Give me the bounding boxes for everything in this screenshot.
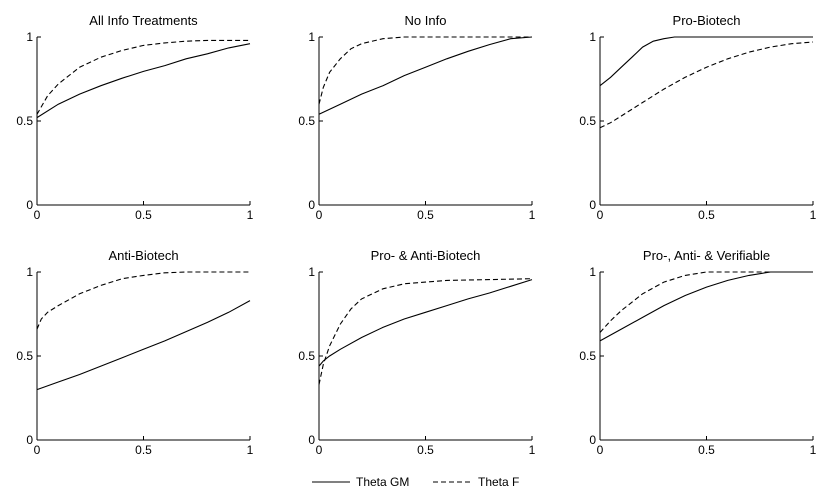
chart-panel-5: Pro- & Anti-Biotech 0 0.5 1 0 0.5 1 — [298, 248, 535, 457]
y-tick-label: 0 — [589, 433, 596, 447]
x-tick-label: 1 — [529, 208, 536, 222]
y-tick-label: 0.5 — [579, 349, 596, 363]
series-line-theta-gm — [599, 36, 813, 87]
series-line-theta-f — [599, 271, 813, 333]
x-tick-label: 0 — [597, 443, 604, 457]
series-line-theta-gm — [599, 271, 813, 342]
y-tick-label: 1 — [589, 265, 596, 279]
y-tick-label: 1 — [26, 30, 33, 44]
y-tick-label: 0.5 — [579, 114, 596, 128]
y-tick-label: 1 — [308, 265, 315, 279]
y-tick-label: 0.5 — [16, 349, 33, 363]
chart-title: Anti-Biotech — [108, 248, 178, 263]
x-tick-label: 1 — [247, 208, 254, 222]
y-tick-label: 0 — [308, 198, 315, 212]
x-tick-label: 0 — [316, 208, 323, 222]
x-tick-label: 0 — [316, 443, 323, 457]
panel-grid: All Info Treatments 0 0.5 1 0 0.5 1 No Info 0 0.5… — [16, 13, 816, 457]
series-line-theta-f — [318, 278, 533, 385]
legend: Theta GM Theta F — [312, 475, 519, 489]
series-line-theta-gm — [36, 43, 251, 119]
series-line-theta-gm — [36, 300, 251, 391]
chart-panel-1: All Info Treatments 0 0.5 1 0 0.5 1 — [16, 13, 253, 222]
series-line-theta-f — [318, 36, 532, 105]
chart-panel-4: Anti-Biotech 0 0.5 1 0 0.5 1 — [16, 248, 253, 457]
legend-label-theta-f: Theta F — [478, 475, 519, 489]
chart-title: Pro-, Anti- & Verifiable — [643, 248, 770, 263]
y-tick-label: 0 — [308, 433, 315, 447]
chart-panel-6: Pro-, Anti- & Verifiable 0 0.5 1 0 0.5 1 — [579, 248, 816, 457]
chart-panel-2: No Info 0 0.5 1 0 0.5 1 — [298, 13, 535, 222]
x-tick-label: 0.5 — [135, 208, 152, 222]
chart-title: Pro- & Anti-Biotech — [371, 248, 481, 263]
y-tick-label: 0 — [589, 198, 596, 212]
y-tick-label: 0 — [26, 198, 33, 212]
x-tick-label: 0 — [34, 208, 41, 222]
series-line-theta-gm — [318, 279, 533, 367]
series-line-theta-f — [36, 39, 250, 115]
series-line-theta-gm — [318, 36, 533, 115]
chart-panel-3: Pro-Biotech 0 0.5 1 0 0.5 1 — [579, 13, 816, 222]
series-line-theta-f — [599, 41, 814, 129]
x-tick-label: 1 — [247, 443, 254, 457]
x-tick-label: 0.5 — [417, 443, 434, 457]
x-tick-label: 0 — [34, 443, 41, 457]
x-tick-label: 1 — [810, 443, 816, 457]
y-tick-label: 0.5 — [298, 114, 315, 128]
x-tick-label: 0.5 — [417, 208, 434, 222]
y-tick-label: 1 — [589, 30, 596, 44]
series-line-theta-f — [36, 271, 250, 330]
legend-label-theta-gm: Theta GM — [356, 475, 409, 489]
y-tick-label: 0.5 — [16, 114, 33, 128]
x-tick-label: 0.5 — [135, 443, 152, 457]
x-tick-label: 0 — [597, 208, 604, 222]
chart-title: Pro-Biotech — [673, 13, 741, 28]
y-tick-label: 1 — [26, 265, 33, 279]
x-tick-label: 1 — [529, 443, 536, 457]
y-tick-label: 0 — [26, 433, 33, 447]
x-tick-label: 0.5 — [698, 443, 715, 457]
x-tick-label: 1 — [810, 208, 816, 222]
chart-title: No Info — [405, 13, 447, 28]
y-tick-label: 1 — [308, 30, 315, 44]
y-tick-label: 0.5 — [298, 349, 315, 363]
chart-title: All Info Treatments — [89, 13, 198, 28]
x-tick-label: 0.5 — [698, 208, 715, 222]
